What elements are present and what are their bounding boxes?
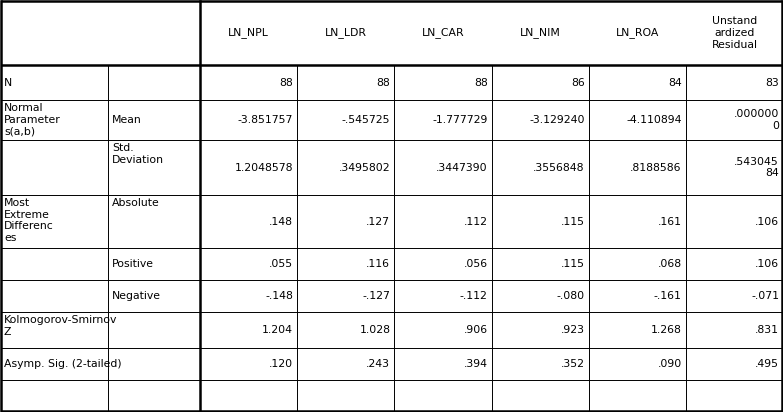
Text: .115: .115	[561, 216, 585, 227]
Text: Mean: Mean	[112, 115, 142, 125]
Text: Absolute: Absolute	[112, 198, 160, 208]
Text: .116: .116	[366, 259, 391, 269]
Text: .127: .127	[366, 216, 391, 227]
Text: LN_NPL: LN_NPL	[228, 28, 269, 38]
Text: .055: .055	[269, 259, 293, 269]
Text: .120: .120	[269, 359, 293, 369]
Text: -.127: -.127	[363, 291, 391, 301]
Text: .495: .495	[755, 359, 779, 369]
Text: .3447390: .3447390	[436, 162, 488, 173]
Text: -.545725: -.545725	[342, 115, 391, 125]
Text: .106: .106	[755, 216, 779, 227]
Text: .243: .243	[366, 359, 391, 369]
Text: .543045
84: .543045 84	[734, 157, 779, 178]
Text: 1.268: 1.268	[651, 325, 682, 335]
Text: .923: .923	[561, 325, 585, 335]
Text: 88: 88	[377, 77, 391, 87]
Text: Kolmogorov-Smirnov
Z: Kolmogorov-Smirnov Z	[4, 315, 117, 337]
Text: .068: .068	[658, 259, 682, 269]
Text: Asymp. Sig. (2-tailed): Asymp. Sig. (2-tailed)	[4, 359, 121, 369]
Text: -.112: -.112	[460, 291, 488, 301]
Text: .115: .115	[561, 259, 585, 269]
Text: .831: .831	[755, 325, 779, 335]
Text: LN_NIM: LN_NIM	[520, 28, 561, 38]
Text: 84: 84	[668, 77, 682, 87]
Text: .090: .090	[658, 359, 682, 369]
Text: .161: .161	[658, 216, 682, 227]
Text: .000000
0: .000000 0	[734, 109, 779, 131]
Text: Negative: Negative	[112, 291, 161, 301]
Text: .056: .056	[464, 259, 488, 269]
Text: Unstand
ardized
Residual: Unstand ardized Residual	[712, 16, 757, 49]
Text: .394: .394	[464, 359, 488, 369]
Text: Normal
Parameter
s(a,b): Normal Parameter s(a,b)	[4, 103, 61, 136]
Text: -.071: -.071	[751, 291, 779, 301]
Text: 88: 88	[280, 77, 293, 87]
Text: .352: .352	[561, 359, 585, 369]
Text: 88: 88	[474, 77, 488, 87]
Text: .3556848: .3556848	[533, 162, 585, 173]
Text: 1.028: 1.028	[359, 325, 391, 335]
Text: -1.777729: -1.777729	[432, 115, 488, 125]
Text: .112: .112	[464, 216, 488, 227]
Text: LN_ROA: LN_ROA	[615, 28, 659, 38]
Text: .8188586: .8188586	[630, 162, 682, 173]
Text: .106: .106	[755, 259, 779, 269]
Text: Positive: Positive	[112, 259, 154, 269]
Text: .906: .906	[464, 325, 488, 335]
Text: 83: 83	[765, 77, 779, 87]
Text: -3.851757: -3.851757	[238, 115, 293, 125]
Text: Std.
Deviation: Std. Deviation	[112, 143, 164, 165]
Text: LN_LDR: LN_LDR	[325, 28, 366, 38]
Text: -.161: -.161	[654, 291, 682, 301]
Text: LN_CAR: LN_CAR	[421, 28, 464, 38]
Text: .3495802: .3495802	[339, 162, 391, 173]
Text: 1.204: 1.204	[262, 325, 293, 335]
Text: -.080: -.080	[557, 291, 585, 301]
Text: .148: .148	[269, 216, 293, 227]
Text: -3.129240: -3.129240	[529, 115, 585, 125]
Text: -.148: -.148	[265, 291, 293, 301]
Text: 1.2048578: 1.2048578	[235, 162, 293, 173]
Text: N: N	[4, 77, 13, 87]
Text: Most
Extreme
Differenc
es: Most Extreme Differenc es	[4, 198, 54, 243]
Text: 86: 86	[571, 77, 585, 87]
Text: -4.110894: -4.110894	[626, 115, 682, 125]
